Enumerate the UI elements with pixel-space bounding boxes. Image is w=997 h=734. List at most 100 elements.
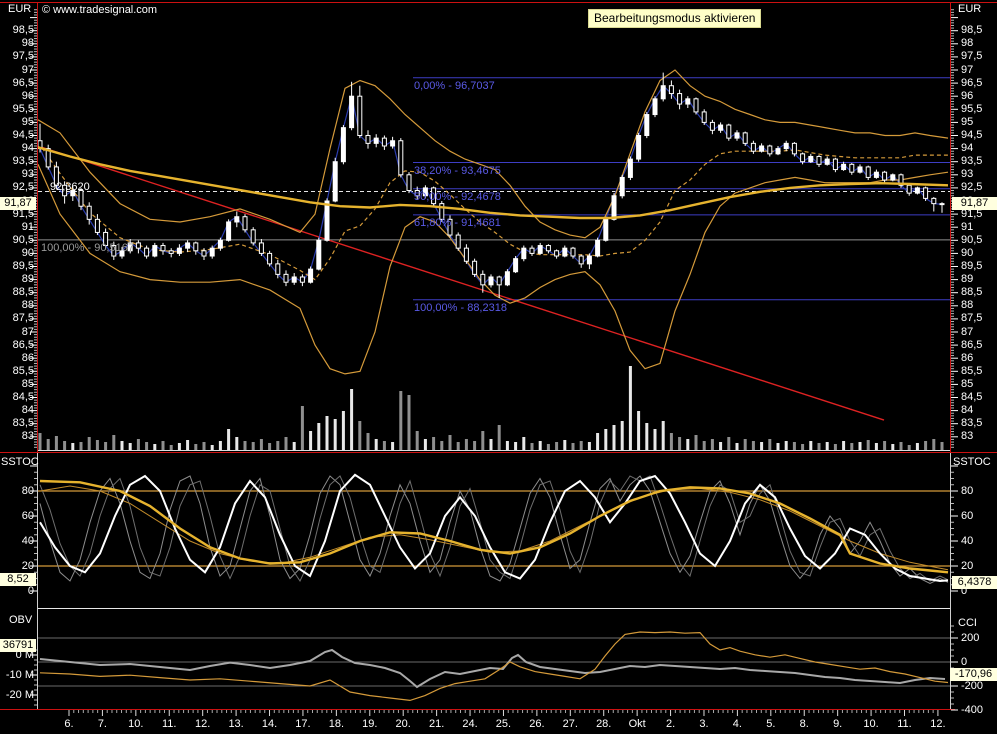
fib-label: 50,00% - 92,4678 — [414, 191, 501, 204]
price-axis-label: 95,5 — [961, 102, 983, 115]
candle-body — [832, 158, 838, 171]
volume-bar — [292, 442, 296, 451]
candle-body — [504, 271, 510, 286]
volume-bar — [842, 441, 846, 451]
volume-bar — [686, 439, 690, 451]
volume-bar — [661, 421, 665, 451]
candle-body — [422, 187, 428, 197]
volume-bar — [210, 445, 214, 451]
price-axis-label: 94,5 — [12, 129, 34, 141]
candle-body — [800, 153, 806, 163]
candle-body — [693, 98, 699, 113]
volume-bar — [317, 423, 321, 451]
volume-bar — [120, 441, 124, 451]
obv-panel-label: OBV — [9, 614, 33, 626]
volume-bar — [473, 441, 477, 451]
volume-bar — [300, 406, 304, 451]
volume-bar — [546, 444, 550, 451]
cci-axis-label: 200 — [961, 631, 980, 644]
price-axis-label: 91,5 — [961, 207, 983, 220]
date-label: 6. — [64, 718, 74, 730]
price-axis-label: 95,5 — [12, 102, 34, 115]
volume-bar — [587, 442, 591, 451]
date-label: 10. — [863, 718, 879, 730]
candle-body — [373, 137, 379, 144]
candle-body — [201, 250, 207, 257]
candle-body — [193, 242, 199, 252]
volume-bar — [489, 439, 493, 451]
volume-bar — [571, 443, 575, 451]
candle-body — [882, 171, 888, 181]
date-label: 21. — [428, 718, 445, 730]
volume-bar — [194, 444, 198, 451]
candle-body — [209, 247, 215, 257]
volume-bar — [145, 442, 149, 451]
candle-body — [439, 203, 445, 220]
candle-body — [660, 85, 666, 100]
volume-bar — [702, 441, 706, 451]
price-axis-label: 88,5 — [12, 286, 34, 299]
fib-gray-label: 100,00% - 90,5167 — [41, 242, 134, 254]
candle-body — [316, 239, 322, 270]
volume-bar — [95, 440, 99, 451]
price-line-label: 92,3620 — [50, 181, 90, 193]
price-axis-label: 98 — [21, 37, 34, 50]
candle-body — [275, 263, 281, 275]
volume-bar — [186, 440, 190, 451]
volume-bar — [735, 443, 739, 451]
candle-body — [775, 148, 781, 155]
volume-bar — [112, 435, 116, 451]
volume-bar — [850, 443, 854, 451]
candle-body — [291, 276, 297, 283]
candle-body — [250, 229, 256, 244]
price-axis-label: 84 — [961, 404, 974, 417]
candle-body — [135, 242, 141, 249]
candle-body — [570, 247, 576, 257]
sstoc-marker-right: 6,4378 — [952, 576, 997, 589]
candle-body — [283, 273, 289, 283]
volume-bar — [366, 433, 370, 451]
candle-body — [791, 142, 797, 155]
date-label: 14. — [261, 718, 278, 730]
candle-body — [586, 255, 592, 265]
price-axis-label: 96,5 — [12, 76, 34, 89]
date-label: 12. — [930, 718, 946, 730]
price-axis-label: 84 — [21, 404, 34, 417]
price-axis-label: 92,5 — [961, 181, 983, 194]
candle-body — [890, 174, 896, 181]
volume-bar — [448, 435, 452, 451]
volume-bar — [71, 443, 75, 451]
price-axis-label: 90,5 — [12, 233, 34, 246]
price-axis-label: 85,5 — [961, 364, 983, 377]
candle-body — [480, 273, 486, 286]
volume-bar — [866, 440, 870, 451]
volume-bar — [456, 442, 460, 451]
candle-body — [865, 166, 871, 178]
candle-body — [94, 218, 100, 233]
volume-bar — [858, 442, 862, 451]
candle-body — [357, 95, 363, 136]
candle-body — [701, 111, 707, 123]
candle-body — [226, 221, 232, 241]
sstoc-axis-label: 40 — [961, 534, 974, 547]
volume-bar — [333, 419, 337, 451]
candle-body — [242, 216, 248, 231]
volume-bar — [710, 439, 714, 451]
volume-bar — [637, 411, 641, 451]
date-label: 18. — [328, 718, 344, 730]
candle-body — [160, 245, 166, 252]
candle-body — [152, 245, 158, 257]
candle-body — [45, 148, 51, 168]
sstoc-axis-label: 40 — [21, 534, 34, 547]
date-label: 24. — [462, 718, 478, 730]
edit-mode-tooltip[interactable]: Bearbeitungsmodus aktivieren — [588, 9, 762, 28]
candle-body — [299, 276, 305, 283]
volume-bar — [768, 439, 772, 451]
sstoc-axis-label: 20 — [21, 559, 34, 572]
volume-bar — [177, 443, 181, 451]
volume-bar — [874, 443, 878, 451]
candle-body — [750, 142, 756, 152]
sstoc-axis-label: 60 — [961, 509, 974, 522]
volume-bar — [391, 442, 395, 451]
